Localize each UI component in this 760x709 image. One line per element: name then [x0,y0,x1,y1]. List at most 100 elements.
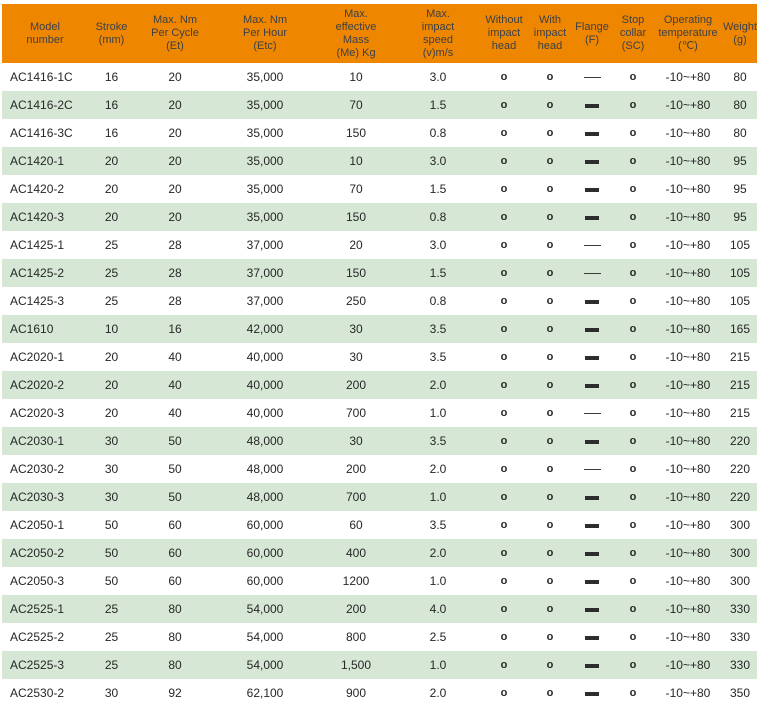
cell-flange [571,567,613,595]
cell-stroke: 16 [104,70,119,84]
cell-speed: 1.5 [429,182,447,196]
cell-stroke: 25 [104,602,119,616]
cell-etc: 37,000 [246,294,284,308]
cell-speed: 1.0 [429,658,447,672]
cell-speed: 3.0 [429,70,447,84]
spec-table: Model number Stroke (mm) Max. Nm Per Cycle… [2,4,757,707]
table-body: AC1416-1C 16 20 35,000 10 3.0 o o o -10~+80 80 AC14… [2,63,757,707]
cell-without_head: o [500,491,508,503]
cell-et: 20 [168,182,182,196]
cell-flange [571,651,613,679]
cell-without_head: o [500,99,508,111]
cell-etc: 48,000 [246,490,284,504]
cell-with_head: o [546,323,554,335]
cell-et: 50 [168,462,182,476]
cell-without_head: o [500,463,508,475]
cell-stop_collar: o [629,547,637,559]
cell-stroke: 50 [104,518,119,532]
cell-speed: 0.8 [429,294,447,308]
cell-speed: 3.5 [429,518,447,532]
cell-etc: 60,000 [246,546,284,560]
cell-speed: 0.8 [429,210,447,224]
cell-weight: 350 [729,686,751,700]
cell-model: AC2530-2 [10,686,65,700]
cell-with_head: o [546,491,554,503]
cell-stroke: 25 [104,294,119,308]
cell-without_head: o [500,211,508,223]
cell-mass: 700 [345,406,367,420]
cell-flange [571,287,613,315]
column-header-et: Max. Nm Per Cycle (Et) [135,4,215,63]
table-row: AC2525-2 25 80 54,000 800 2.5 o o o -10~+80 330 [2,623,757,651]
cell-et: 20 [168,210,182,224]
cell-mass: 30 [349,322,363,336]
table-row: AC1416-2C 16 20 35,000 70 1.5 o o o -10~+80 80 [2,91,757,119]
cell-stop_collar: o [629,323,637,335]
cell-model: AC2050-2 [10,546,65,560]
table-row: AC2050-1 50 60 60,000 60 3.5 o o o -10~+80 300 [2,511,757,539]
cell-stroke: 25 [104,630,119,644]
cell-speed: 2.0 [429,462,447,476]
column-header-speed: Max. impact speed (v)m/s [397,4,479,63]
column-header-mass: Max. effective Mass (Me) Kg [315,4,397,63]
cell-et: 40 [168,350,182,364]
cell-etc: 48,000 [246,462,284,476]
table-row: AC1416-3C 16 20 35,000 150 0.8 o o o -10~+80 80 [2,119,757,147]
table-row: AC2020-1 20 40 40,000 30 3.5 o o o -10~+80 215 [2,343,757,371]
cell-weight: 80 [733,126,747,140]
cell-mass: 30 [349,350,363,364]
table-row: AC2020-2 20 40 40,000 200 2.0 o o o -10~+80 215 [2,371,757,399]
cell-stop_collar: o [629,267,637,279]
cell-weight: 165 [729,322,751,336]
cell-weight: 330 [729,630,751,644]
cell-speed: 3.5 [429,322,447,336]
cell-mass: 200 [345,602,367,616]
cell-speed: 3.5 [429,350,447,364]
cell-flange [571,175,613,203]
cell-stop_collar: o [629,183,637,195]
cell-mass: 30 [349,434,363,448]
cell-mass: 150 [345,126,367,140]
cell-weight: 215 [729,378,751,392]
cell-stroke: 50 [104,546,119,560]
table-row: AC2020-3 20 40 40,000 700 1.0 o o o -10~+80 215 [2,399,757,427]
cell-stroke: 50 [104,574,119,588]
cell-mass: 250 [345,294,367,308]
cell-stroke: 30 [104,490,119,504]
cell-weight: 215 [729,350,751,364]
cell-stop_collar: o [629,379,637,391]
cell-model: AC1420-2 [10,182,65,196]
cell-flange [571,483,613,511]
cell-etc: 35,000 [246,70,284,84]
cell-without_head: o [500,71,508,83]
cell-etc: 40,000 [246,378,284,392]
cell-stroke: 20 [104,182,119,196]
cell-weight: 95 [733,182,747,196]
cell-model: AC2525-2 [10,630,65,644]
flange-dash-icon [585,355,599,360]
cell-model: AC1420-3 [10,210,65,224]
cell-weight: 300 [729,546,751,560]
table-row: AC1610 10 16 42,000 30 3.5 o o o -10~+80 165 [2,315,757,343]
cell-speed: 4.0 [429,602,447,616]
cell-without_head: o [500,631,508,643]
cell-etc: 35,000 [246,126,284,140]
cell-weight: 105 [729,266,751,280]
flange-dash-icon [585,607,599,612]
cell-etc: 37,000 [246,238,284,252]
cell-without_head: o [500,239,508,251]
cell-temp: -10~+80 [665,182,711,196]
cell-et: 80 [168,602,182,616]
cell-flange [571,427,613,455]
flange-dash-icon [583,469,601,471]
cell-et: 40 [168,378,182,392]
cell-weight: 300 [729,518,751,532]
cell-etc: 54,000 [246,658,284,672]
cell-speed: 0.8 [429,126,447,140]
cell-etc: 42,000 [246,322,284,336]
column-header-flange: Flange (F) [571,4,613,63]
cell-without_head: o [500,435,508,447]
cell-model: AC1420-1 [10,154,65,168]
flange-dash-icon [585,131,599,136]
cell-with_head: o [546,99,554,111]
